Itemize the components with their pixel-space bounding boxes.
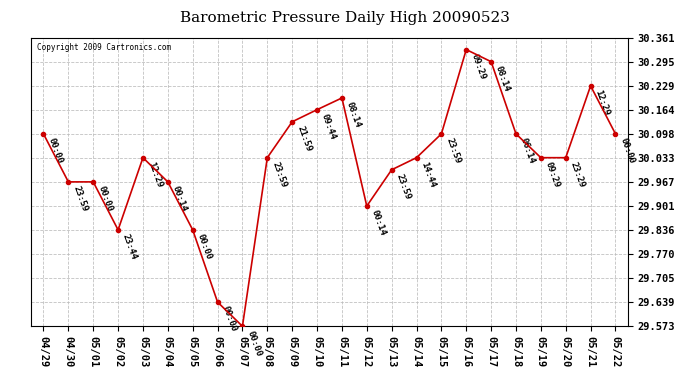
- Text: Copyright 2009 Cartronics.com: Copyright 2009 Cartronics.com: [37, 43, 171, 52]
- Text: 21:59: 21:59: [295, 124, 313, 153]
- Text: 23:59: 23:59: [444, 137, 462, 165]
- Text: 08:14: 08:14: [345, 101, 362, 129]
- Text: Barometric Pressure Daily High 20090523: Barometric Pressure Daily High 20090523: [180, 11, 510, 25]
- Text: 00:00: 00:00: [246, 329, 263, 357]
- Text: 14:44: 14:44: [420, 160, 437, 189]
- Text: 00:00: 00:00: [96, 185, 114, 213]
- Text: 00:00: 00:00: [221, 305, 238, 333]
- Text: 00:00: 00:00: [196, 233, 213, 261]
- Text: 23:29: 23:29: [569, 160, 586, 189]
- Text: 12:29: 12:29: [146, 160, 164, 189]
- Text: 09:44: 09:44: [320, 112, 337, 141]
- Text: 00:14: 00:14: [370, 209, 387, 237]
- Text: 00:00: 00:00: [46, 137, 64, 165]
- Text: 23:59: 23:59: [71, 185, 89, 213]
- Text: 09:29: 09:29: [544, 160, 562, 189]
- Text: 00:14: 00:14: [171, 185, 188, 213]
- Text: 06:14: 06:14: [519, 137, 537, 165]
- Text: 09:29: 09:29: [469, 53, 487, 81]
- Text: 08:14: 08:14: [494, 64, 512, 93]
- Text: 23:59: 23:59: [395, 172, 413, 201]
- Text: 23:59: 23:59: [270, 160, 288, 189]
- Text: 12:29: 12:29: [593, 89, 611, 117]
- Text: 23:44: 23:44: [121, 233, 139, 261]
- Text: 00:00: 00:00: [618, 137, 636, 165]
